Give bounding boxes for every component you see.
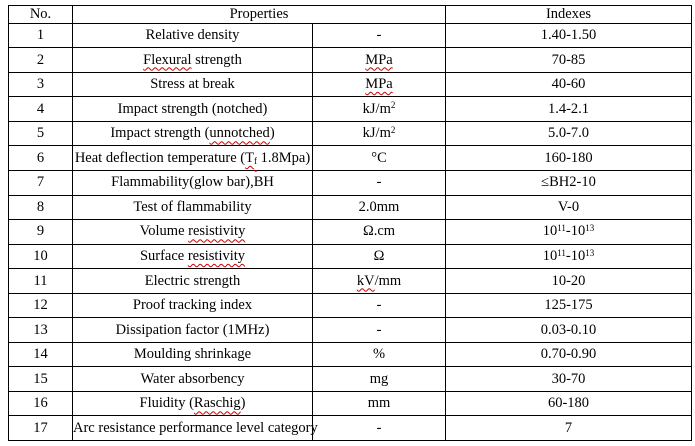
table-row: 4 Impact strength (notched) kJ/m2 1.4-2.1 bbox=[8, 96, 693, 122]
cell-property-name: Test of flammability bbox=[72, 194, 313, 221]
cell-index-value: 160-180 bbox=[445, 145, 693, 171]
table-row: 16 Fluidity (Raschig) mm 60-180 bbox=[8, 390, 693, 417]
properties-table: No. Properties Indexes 1 Relative density… bbox=[8, 5, 693, 441]
cell-row-number: 6 bbox=[8, 145, 73, 171]
cell-property-name: Surface resistivity bbox=[72, 243, 313, 270]
table-row: 14 Moulding shrinkage% 0.70-0.90 bbox=[8, 341, 693, 368]
cell-index-value: 10-20 bbox=[445, 268, 693, 294]
cell-property-name: Proof tracking index bbox=[72, 292, 313, 319]
cell-unit: - bbox=[311, 169, 447, 196]
cell-index-value: 30-70 bbox=[445, 366, 693, 392]
cell-unit: °C bbox=[311, 145, 447, 171]
header-indexes: Indexes bbox=[445, 5, 693, 24]
cell-property-name: Impact strength (notched) bbox=[72, 96, 313, 122]
cell-property-name: Heat deflection temperature (Tf 1.8Mpa) bbox=[72, 145, 313, 171]
cell-row-number: 14 bbox=[8, 341, 73, 368]
cell-property-name: Arc resistance performance level categor… bbox=[72, 415, 318, 441]
cell-unit: - bbox=[311, 22, 447, 49]
cell-property-name: Moulding shrinkage bbox=[72, 341, 313, 368]
cell-row-number: 4 bbox=[8, 96, 73, 122]
cell-property-name: Relative density bbox=[72, 22, 313, 49]
cell-index-value: 1011-1013 bbox=[445, 243, 693, 270]
cell-index-value: 5.0-7.0 bbox=[445, 120, 693, 147]
table-row: 1 Relative density -1.40-1.50 bbox=[8, 22, 693, 49]
cell-row-number: 3 bbox=[8, 71, 73, 98]
table-row: 5 Impact strength (unnotched) kJ/m2 5.0-7.0 bbox=[8, 120, 693, 147]
cell-row-number: 12 bbox=[8, 292, 73, 319]
cell-index-value: 1011-1013 bbox=[445, 219, 693, 245]
cell-unit: Ω bbox=[311, 243, 447, 270]
cell-index-value: 0.70-0.90 bbox=[445, 341, 693, 368]
cell-unit: kJ/m2 bbox=[311, 96, 447, 122]
cell-property-name: Dissipation factor (1MHz) bbox=[72, 317, 313, 343]
table-row: 6 Heat deflection temperature (Tf 1.8Mpa)… bbox=[8, 145, 693, 171]
table-row: 7 Flammability(glow bar),BH - ≤BH2-10 bbox=[8, 169, 693, 196]
cell-unit: 2.0mm bbox=[311, 194, 447, 221]
cell-property-name: Impact strength (unnotched) bbox=[72, 120, 313, 147]
header-properties: Properties bbox=[71, 5, 447, 24]
cell-index-value: ≤BH2-10 bbox=[445, 169, 693, 196]
cell-row-number: 5 bbox=[8, 120, 73, 147]
cell-unit: Ω.cm bbox=[311, 219, 447, 245]
cell-property-name: Fluidity (Raschig) bbox=[72, 390, 313, 417]
cell-row-number: 15 bbox=[8, 366, 73, 392]
cell-unit: % bbox=[311, 341, 447, 368]
cell-index-value: 1.40-1.50 bbox=[445, 22, 693, 49]
header-no: No. bbox=[8, 5, 73, 24]
cell-row-number: 1 bbox=[8, 22, 73, 49]
cell-index-value: 40-60 bbox=[445, 71, 693, 98]
cell-unit: MPa bbox=[311, 71, 447, 98]
cell-property-name: Electric strength bbox=[72, 268, 313, 294]
cell-unit: kV/mm bbox=[311, 268, 447, 294]
cell-index-value: 0.03-0.10 bbox=[445, 317, 693, 343]
cell-index-value: 60-180 bbox=[445, 390, 693, 417]
cell-property-name: Volume resistivity bbox=[72, 219, 313, 245]
cell-index-value: 7 bbox=[445, 415, 693, 441]
cell-row-number: 11 bbox=[8, 268, 73, 294]
cell-unit: - bbox=[311, 415, 447, 441]
cell-property-name: Stress at break bbox=[72, 71, 313, 98]
cell-index-value: 125-175 bbox=[445, 292, 693, 319]
cell-unit: mg bbox=[311, 366, 447, 392]
cell-index-value: V-0 bbox=[445, 194, 693, 221]
cell-index-value: 70-85 bbox=[445, 47, 693, 73]
table-row: 11 Electric strength kV/mm 10-20 bbox=[8, 268, 693, 294]
table-row: 9 Volume resistivity Ω.cm 1011-1013 bbox=[8, 219, 693, 245]
cell-row-number: 17 bbox=[8, 415, 73, 441]
cell-unit: mm bbox=[311, 390, 447, 417]
table-row: 12 Proof tracking index -125-175 bbox=[8, 292, 693, 319]
cell-row-number: 10 bbox=[8, 243, 73, 270]
table-row: 10 Surface resistivity Ω 1011-1013 bbox=[8, 243, 693, 270]
cell-unit: - bbox=[311, 292, 447, 319]
table-body: 1 Relative density -1.40-1.50 2 Flexural str… bbox=[8, 22, 693, 441]
cell-property-name: Flexural strength bbox=[72, 47, 313, 73]
table-row: 15 Water absorbency mg 30-70 bbox=[8, 366, 693, 392]
cell-row-number: 13 bbox=[8, 317, 73, 343]
cell-unit: MPa bbox=[311, 47, 447, 73]
cell-row-number: 2 bbox=[8, 47, 73, 73]
cell-property-name: Flammability(glow bar),BH bbox=[72, 169, 313, 196]
table-row: 8 Test of flammability 2.0mm V-0 bbox=[8, 194, 693, 221]
cell-row-number: 7 bbox=[8, 169, 73, 196]
cell-row-number: 8 bbox=[8, 194, 73, 221]
cell-row-number: 16 bbox=[8, 390, 73, 417]
table-row: 3 Stress at break MPa 40-60 bbox=[8, 71, 693, 98]
cell-unit: - bbox=[311, 317, 447, 343]
table-row: 2 Flexural strength MPa 70-85 bbox=[8, 47, 693, 73]
cell-row-number: 9 bbox=[8, 219, 73, 245]
table-row: 13 Dissipation factor (1MHz) -0.03-0.10 bbox=[8, 317, 693, 343]
header-row: No. Properties Indexes bbox=[8, 5, 693, 24]
cell-property-name: Water absorbency bbox=[72, 366, 313, 392]
cell-index-value: 1.4-2.1 bbox=[445, 96, 693, 122]
cell-unit: kJ/m2 bbox=[311, 120, 447, 147]
table-row: 17 Arc resistance performance level categ… bbox=[8, 415, 693, 441]
